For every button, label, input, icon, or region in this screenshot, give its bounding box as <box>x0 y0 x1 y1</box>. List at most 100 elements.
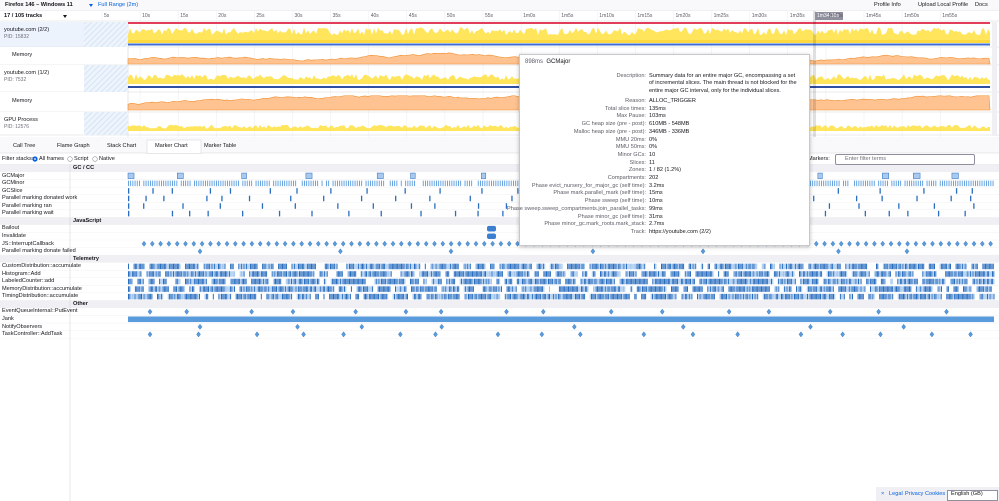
marker <box>489 278 491 285</box>
range-breadcrumb[interactable]: Full Range (2m) <box>98 2 139 8</box>
marker <box>859 263 861 270</box>
marker <box>241 271 242 277</box>
marker <box>943 278 945 285</box>
marker <box>220 263 222 270</box>
marker <box>385 263 387 270</box>
marker <box>622 293 624 300</box>
marker <box>402 286 404 292</box>
marker <box>321 271 323 277</box>
track-name[interactable]: youtube.com (1/2) <box>4 70 50 76</box>
marker-row-name[interactable]: Bailout <box>2 225 20 232</box>
group-header <box>0 300 999 308</box>
tab[interactable]: Stack Chart <box>107 143 137 149</box>
tab[interactable]: Flame Graph <box>57 143 90 149</box>
upload-button[interactable]: Upload Local Profile <box>918 2 969 8</box>
footer-link[interactable]: Cookies <box>925 491 946 497</box>
marker-row-name[interactable]: Jank <box>2 316 14 322</box>
marker <box>266 278 268 285</box>
marker <box>951 278 953 285</box>
marker-row-name[interactable]: CustomDistribution::accumulate <box>2 263 81 270</box>
marker <box>674 271 675 277</box>
marker <box>928 180 930 187</box>
marker <box>660 308 665 315</box>
marker <box>684 293 686 300</box>
marker-row-name[interactable]: EventQueueInternal::PutEvent <box>2 308 78 315</box>
marker-row-name[interactable]: Parallel marking ran <box>2 202 52 209</box>
marker <box>915 278 917 285</box>
tab[interactable]: Call Tree <box>13 143 36 149</box>
marker <box>809 286 811 292</box>
marker-row-name[interactable]: NotifyObservers <box>2 323 43 330</box>
marker <box>491 286 493 292</box>
marker <box>964 293 966 300</box>
marker <box>219 286 221 292</box>
marker-row-name[interactable]: Parallel marking donate failed <box>2 248 76 255</box>
marker <box>249 308 254 315</box>
marker-search[interactable]: Enter filter terms <box>835 154 975 165</box>
marker <box>726 271 728 277</box>
marker <box>499 278 501 285</box>
marker <box>233 180 235 187</box>
marker <box>325 286 327 292</box>
marker-row-name[interactable]: GCSlice <box>2 187 23 194</box>
marker-row-name[interactable]: Histogram::Add <box>2 270 41 277</box>
marker <box>987 263 989 270</box>
marker <box>726 293 727 300</box>
marker <box>375 278 377 285</box>
marker <box>195 293 197 300</box>
marker <box>209 271 211 277</box>
marker <box>458 286 460 292</box>
footer-close[interactable]: × <box>881 491 885 497</box>
marker <box>235 278 237 285</box>
marker <box>374 278 376 285</box>
footer-link[interactable]: Privacy <box>905 491 924 497</box>
marker <box>407 271 409 277</box>
marker <box>636 263 638 270</box>
track-name[interactable]: Memory <box>12 52 33 58</box>
marker <box>597 286 598 292</box>
marker <box>224 293 226 300</box>
marker-row-name[interactable]: Parallel marking wait <box>2 210 54 217</box>
marker <box>858 293 860 300</box>
marker <box>606 293 608 300</box>
marker-row-name[interactable]: Invalidate <box>2 232 26 239</box>
marker <box>181 286 183 292</box>
marker <box>908 293 910 300</box>
marker-row-name[interactable]: Parallel marking donated work <box>2 195 78 202</box>
track-name[interactable]: GPU Process <box>4 117 38 123</box>
footer-link[interactable]: Legal <box>889 491 903 497</box>
marker <box>964 263 966 270</box>
track-name[interactable]: Memory <box>12 98 33 104</box>
marker <box>167 293 169 300</box>
marker-row-name[interactable]: TaskController::AddTask <box>2 331 63 338</box>
marker-row-name[interactable]: GCMajor <box>2 172 25 179</box>
tooltip-value: 11 <box>649 159 655 166</box>
radio-label[interactable]: All frames <box>39 156 64 162</box>
docs-link[interactable]: Docs <box>975 2 988 8</box>
marker <box>431 180 433 187</box>
marker-row-name[interactable]: JS::InterruptCallback <box>2 240 54 247</box>
radio-label[interactable]: Native <box>99 156 115 162</box>
tab[interactable]: Marker Table <box>204 143 237 149</box>
marker-row-name[interactable]: TimingDistribution::accumulate <box>2 293 79 300</box>
marker <box>477 278 479 285</box>
marker <box>829 278 831 285</box>
language-select[interactable]: English (GB) <box>947 490 998 501</box>
marker-row-name[interactable]: MemoryDistribution::accumulate <box>2 285 82 292</box>
tab[interactable]: Marker Chart <box>155 143 188 149</box>
marker <box>545 278 547 285</box>
profile-info-button[interactable]: Profile Info <box>874 2 901 8</box>
marker <box>898 286 900 292</box>
marker <box>254 331 260 338</box>
marker <box>313 263 315 270</box>
marker <box>986 180 987 187</box>
track-count[interactable]: 17 / 105 tracks <box>4 13 43 19</box>
radio-label[interactable]: Script <box>74 156 89 162</box>
marker <box>382 240 387 247</box>
marker-row-name[interactable]: GCMinor <box>2 180 25 187</box>
track-name[interactable]: youtube.com (2/2) <box>4 27 50 33</box>
marker <box>314 278 316 285</box>
marker <box>253 286 255 292</box>
marker-row-name[interactable]: LabeledCounter::add <box>2 278 55 285</box>
marker <box>687 271 689 277</box>
